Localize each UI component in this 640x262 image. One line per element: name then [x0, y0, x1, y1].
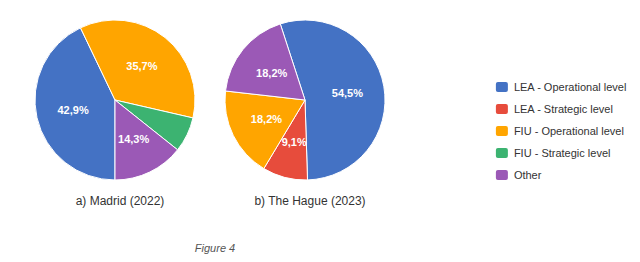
svg-text:42,9%: 42,9%	[57, 104, 88, 116]
svg-text:54,5%: 54,5%	[332, 87, 363, 99]
svg-text:LEA - Operational level: LEA - Operational level	[514, 81, 627, 93]
svg-text:35,7%: 35,7%	[126, 60, 157, 72]
svg-text:b) The Hague (2023): b) The Hague (2023)	[254, 194, 365, 208]
svg-text:18,2%: 18,2%	[256, 67, 287, 79]
svg-text:Figure 4: Figure 4	[195, 242, 235, 254]
svg-text:FIU - Strategic level: FIU - Strategic level	[514, 147, 611, 159]
svg-text:Other: Other	[514, 169, 542, 181]
svg-text:18,2%: 18,2%	[251, 113, 282, 125]
svg-text:a) Madrid (2022): a) Madrid (2022)	[76, 194, 165, 208]
svg-text:14,3%: 14,3%	[118, 133, 149, 145]
svg-text:9,1%: 9,1%	[282, 136, 307, 148]
svg-text:FIU - Operational level: FIU - Operational level	[514, 125, 624, 137]
svg-text:LEA - Strategic level: LEA - Strategic level	[514, 103, 613, 115]
